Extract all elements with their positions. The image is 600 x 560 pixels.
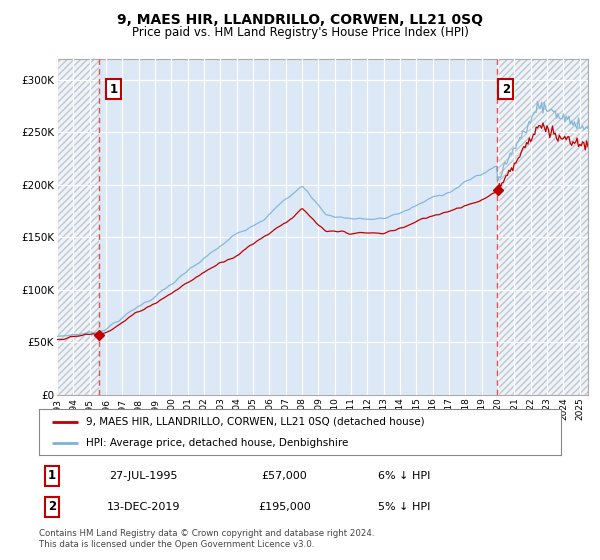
Text: 9, MAES HIR, LLANDRILLO, CORWEN, LL21 0SQ (detached house): 9, MAES HIR, LLANDRILLO, CORWEN, LL21 0S…: [86, 417, 425, 427]
Text: Price paid vs. HM Land Registry's House Price Index (HPI): Price paid vs. HM Land Registry's House …: [131, 26, 469, 39]
Text: 1: 1: [110, 82, 118, 96]
Text: 2: 2: [48, 500, 56, 514]
Bar: [57, 59, 99, 395]
Text: 2: 2: [502, 82, 510, 96]
Text: 13-DEC-2019: 13-DEC-2019: [107, 502, 180, 512]
Text: HPI: Average price, detached house, Denbighshire: HPI: Average price, detached house, Denb…: [86, 438, 349, 448]
Text: 1: 1: [48, 469, 56, 483]
Text: 27-JUL-1995: 27-JUL-1995: [109, 471, 178, 481]
Text: 9, MAES HIR, LLANDRILLO, CORWEN, LL21 0SQ: 9, MAES HIR, LLANDRILLO, CORWEN, LL21 0S…: [117, 13, 483, 27]
Bar: [497, 59, 588, 395]
Text: £57,000: £57,000: [262, 471, 307, 481]
Text: 5% ↓ HPI: 5% ↓ HPI: [378, 502, 431, 512]
Text: £195,000: £195,000: [258, 502, 311, 512]
Text: 6% ↓ HPI: 6% ↓ HPI: [378, 471, 431, 481]
Text: Contains HM Land Registry data © Crown copyright and database right 2024.
This d: Contains HM Land Registry data © Crown c…: [39, 529, 374, 549]
